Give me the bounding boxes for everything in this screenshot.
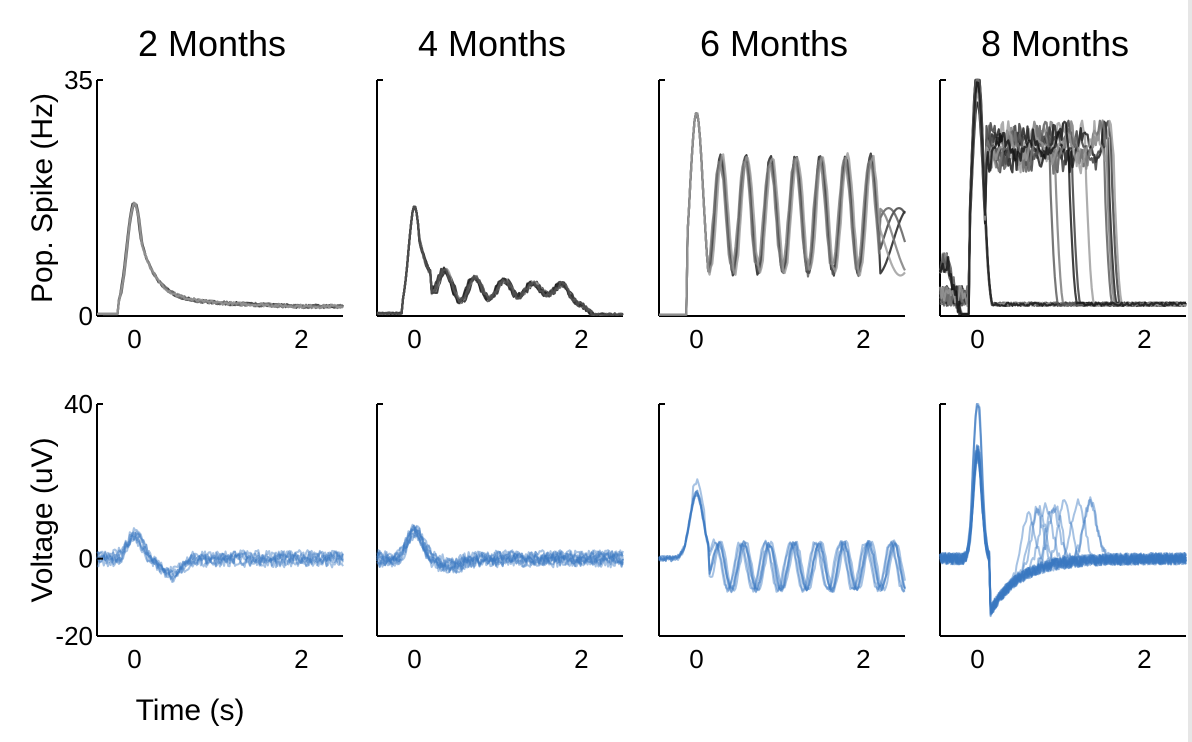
x-tick-label: 2 — [574, 324, 588, 354]
spike-trace — [939, 78, 1187, 307]
voltage-trace — [658, 494, 906, 593]
voltage-trace — [939, 444, 1187, 614]
voltage-trace — [939, 448, 1187, 615]
x-tick-label: 0 — [407, 644, 421, 674]
voltage-trace — [939, 445, 1187, 615]
voltage-trace — [376, 524, 624, 572]
voltage-trace — [939, 448, 1187, 615]
x-tick-label: 0 — [127, 644, 141, 674]
panel-title-2: 4 Months — [418, 23, 566, 64]
x-tick-label: 2 — [856, 324, 870, 354]
voltage-trace — [658, 490, 906, 593]
x-tick-label: 0 — [127, 324, 141, 354]
voltage-trace — [939, 445, 1187, 617]
x-tick-label: 2 — [294, 644, 308, 674]
voltage-trace — [939, 449, 1187, 613]
voltage-trace — [376, 527, 624, 574]
spike-trace — [97, 202, 344, 316]
y-tick-label: 35 — [64, 65, 93, 95]
spike-trace — [97, 201, 344, 316]
voltage-trace — [939, 403, 1187, 613]
voltage-trace — [96, 530, 344, 583]
voltage-trace — [939, 450, 1187, 612]
spike-trace — [659, 112, 906, 316]
spike-trace — [376, 205, 624, 316]
spike-trace — [376, 205, 624, 316]
spike-trace — [376, 205, 624, 316]
voltage-trace — [939, 449, 1187, 614]
voltage-trace — [376, 526, 624, 569]
spike-trace — [659, 112, 906, 316]
voltage-trace — [939, 404, 1187, 611]
voltage-trace — [939, 454, 1187, 613]
spike-trace — [97, 202, 344, 316]
x-tick-label: 0 — [970, 644, 984, 674]
voltage-trace — [376, 531, 624, 574]
x-tick-label: 2 — [294, 324, 308, 354]
y-tick-label: 0 — [79, 544, 93, 574]
x-tick-label: 2 — [574, 644, 588, 674]
panel-title-4: 8 Months — [981, 23, 1129, 64]
voltage-trace — [658, 491, 906, 593]
spike-trace — [376, 205, 624, 316]
spike-trace — [939, 78, 1187, 307]
x-tick-label: 2 — [1137, 644, 1151, 674]
voltage-trace — [96, 531, 344, 583]
voltage-trace — [376, 524, 624, 569]
spike-trace — [659, 112, 906, 316]
voltage-trace — [376, 532, 624, 573]
spike-trace — [938, 78, 1187, 316]
spike-trace — [938, 78, 1187, 316]
voltage-trace — [96, 531, 344, 576]
voltage-trace — [376, 523, 624, 574]
spike-trace — [376, 205, 624, 316]
figure-border — [1188, 0, 1192, 742]
voltage-trace — [376, 527, 624, 574]
x-tick-label: 0 — [407, 324, 421, 354]
voltage-trace — [658, 478, 906, 593]
spike-trace — [659, 112, 906, 316]
panel-title-1: 2 Months — [138, 23, 286, 64]
voltage-trace — [659, 489, 906, 593]
y-tick-label: -20 — [55, 621, 93, 651]
x-tick-label: 2 — [856, 644, 870, 674]
spike-trace — [659, 112, 907, 316]
spike-trace — [939, 78, 1187, 307]
spike-trace — [939, 78, 1187, 307]
voltage-trace — [939, 403, 1187, 615]
spike-trace — [97, 202, 344, 316]
voltage-trace — [96, 535, 344, 581]
voltage-trace — [659, 489, 906, 594]
spike-trace — [939, 84, 1187, 307]
spike-trace — [938, 78, 1187, 307]
x-tick-label: 2 — [1137, 324, 1151, 354]
voltage-trace — [96, 527, 344, 577]
spike-trace — [938, 81, 1187, 316]
spike-trace — [938, 84, 1187, 316]
y-axis-label-spike: Pop. Spike (Hz) — [26, 93, 59, 303]
spike-trace — [97, 202, 344, 316]
voltage-trace — [939, 451, 1187, 614]
y-tick-label: 0 — [79, 301, 93, 331]
voltage-trace — [939, 444, 1187, 613]
x-tick-label: 0 — [689, 644, 703, 674]
spike-trace — [376, 205, 624, 316]
x-tick-label: 0 — [970, 324, 984, 354]
y-tick-label: 40 — [64, 389, 93, 419]
x-axis-label: Time (s) — [136, 694, 245, 727]
voltage-trace — [939, 446, 1187, 607]
spike-trace — [938, 78, 1187, 307]
panel-title-3: 6 Months — [700, 23, 848, 64]
y-axis-label-voltage: Voltage (uV) — [26, 437, 59, 602]
spike-trace — [376, 205, 623, 316]
voltage-trace — [96, 535, 344, 578]
spike-trace — [938, 85, 1187, 307]
voltage-trace — [939, 451, 1187, 618]
spike-trace — [376, 205, 624, 316]
spike-trace — [938, 78, 1187, 307]
x-tick-label: 0 — [689, 324, 703, 354]
